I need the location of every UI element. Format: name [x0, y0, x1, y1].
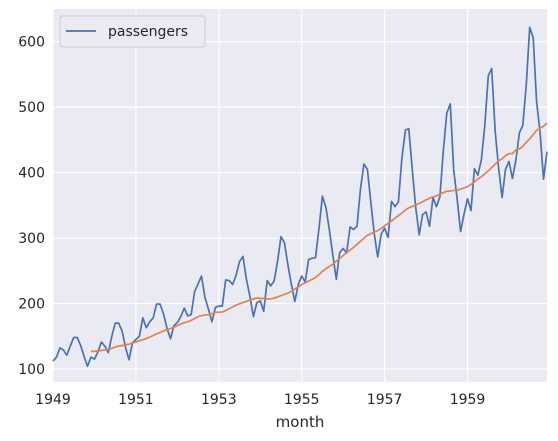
x-axis-label: month [276, 413, 325, 431]
grid-lines [52, 9, 547, 382]
series-line-trend [90, 122, 548, 353]
series-line-passengers [52, 26, 548, 368]
legend-label-passengers: passengers [108, 24, 188, 40]
plot-area [53, 9, 547, 382]
x-tick-label: 1949 [35, 392, 71, 408]
x-axis-ticks: 1949 1951 1953 1955 1957 1959 [35, 392, 485, 408]
y-axis-ticks: 100 200 300 400 500 600 [18, 35, 45, 378]
y-tick-label: 500 [18, 100, 45, 116]
x-tick-label: 1959 [450, 392, 486, 408]
y-tick-label: 300 [18, 231, 45, 247]
legend: passengers [59, 15, 206, 48]
x-tick-label: 1957 [367, 392, 403, 408]
series-layer [52, 26, 548, 368]
y-tick-label: 600 [18, 35, 45, 51]
legend-box [59, 15, 206, 48]
x-tick-label: 1953 [201, 392, 237, 408]
y-tick-label: 100 [18, 362, 45, 378]
x-tick-label: 1951 [118, 392, 154, 408]
y-tick-label: 400 [18, 166, 45, 182]
y-tick-label: 200 [18, 296, 45, 312]
x-tick-label: 1955 [284, 392, 320, 408]
